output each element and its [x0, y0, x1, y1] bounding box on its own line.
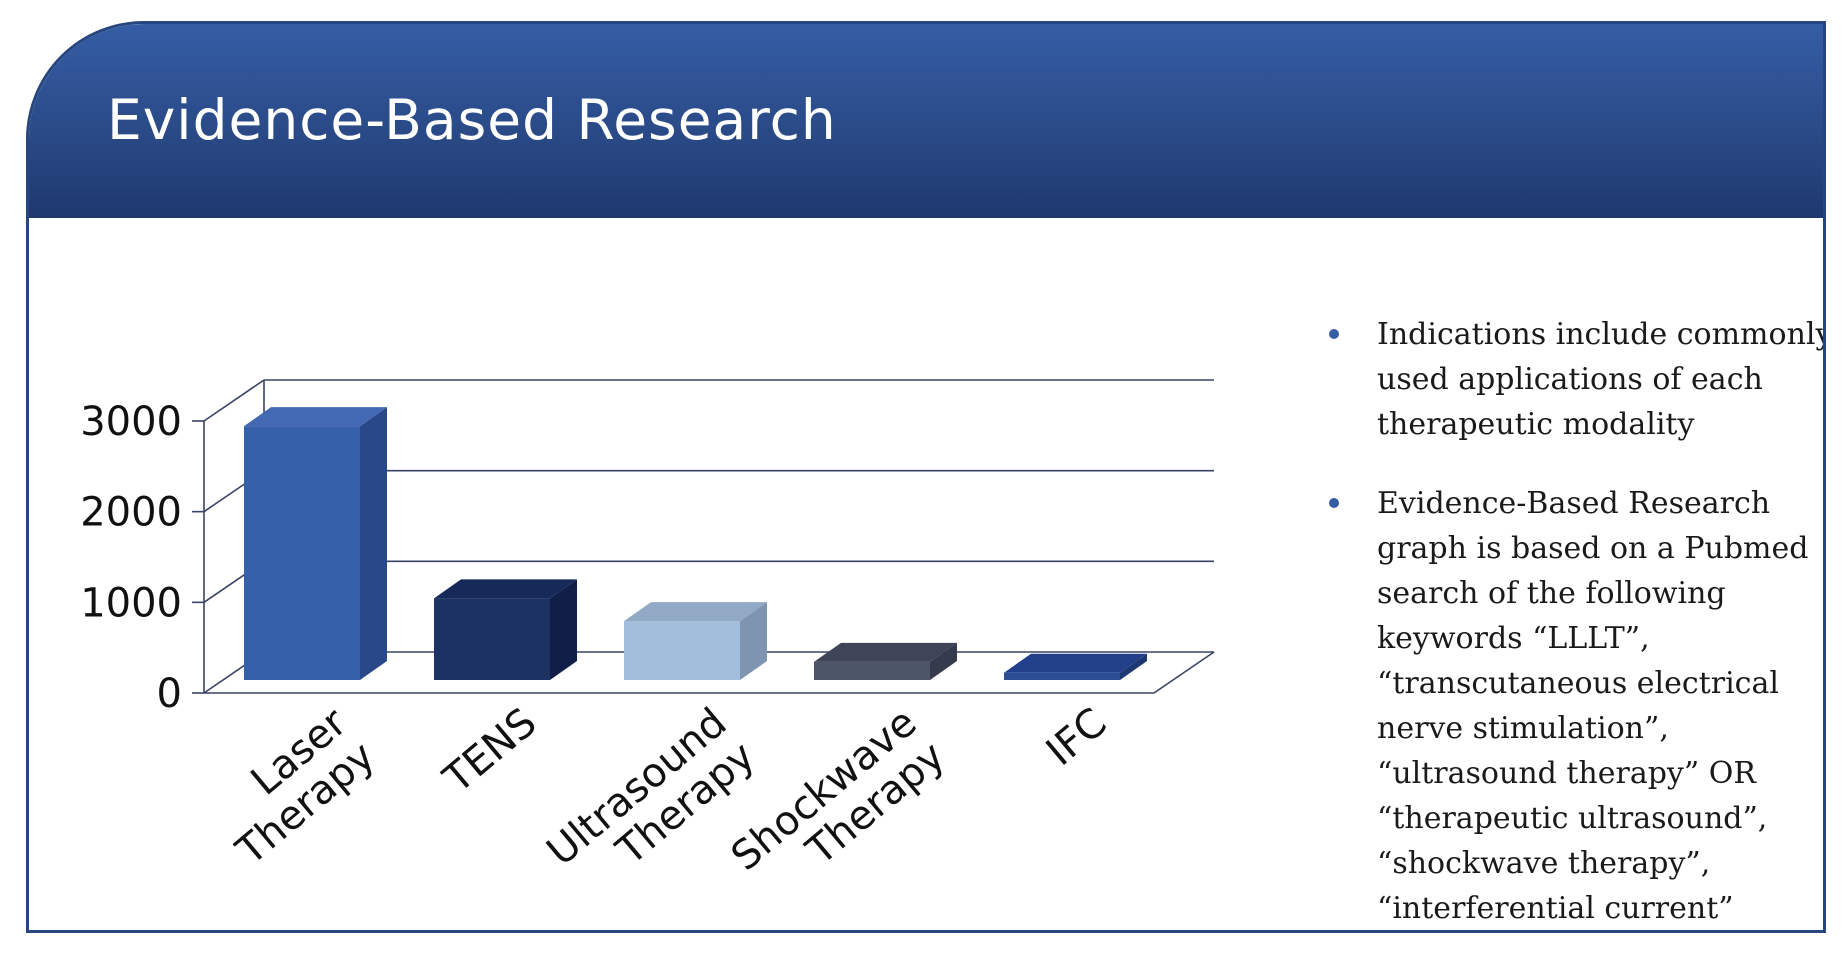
- x-tick-label: LaserTherapy: [199, 699, 384, 875]
- y-tick-label: 2000: [80, 490, 182, 536]
- note-item-indications: Indications include commonly used applic…: [1329, 312, 1826, 447]
- bar: [434, 598, 550, 680]
- bar-top: [434, 579, 577, 599]
- side-wall-gridline: [203, 379, 265, 422]
- bar: [1004, 672, 1120, 680]
- bullet-icon: [1329, 498, 1339, 508]
- x-tick-label: UltrasoundTherapy: [539, 699, 764, 908]
- floor-side-edge: [1153, 651, 1215, 694]
- note-item-search-keywords: Evidence-Based Research graph is based o…: [1329, 481, 1823, 930]
- bar-side: [360, 407, 387, 680]
- bar-top: [1004, 653, 1147, 673]
- bar: [814, 661, 930, 680]
- note-text-search-keywords: Evidence-Based Research graph is based o…: [1377, 486, 1809, 926]
- x-tick-label: IFC: [1038, 699, 1116, 775]
- bar-side: [930, 642, 957, 680]
- bar-top: [244, 407, 387, 427]
- panel-header: Evidence-Based Research: [29, 24, 1823, 218]
- bar-top: [814, 642, 957, 662]
- x-tick-label: TENS: [435, 699, 546, 802]
- bar-side: [550, 579, 577, 680]
- page-title: Evidence-Based Research: [107, 88, 837, 152]
- notes-list: Indications include commonly used applic…: [1329, 312, 1826, 930]
- bar-side: [1120, 653, 1147, 680]
- note-text-indications: Indications include commonly used applic…: [1377, 317, 1826, 442]
- y-tick-label: 3000: [80, 399, 182, 445]
- x-tick-label: ShockwaveTherapy: [723, 699, 954, 913]
- bullet-icon: [1329, 329, 1339, 339]
- bar-top: [624, 602, 767, 622]
- y-tick-label: 1000: [80, 580, 182, 626]
- bar: [244, 426, 360, 680]
- bar: [624, 621, 740, 680]
- y-tick-label: 0: [157, 671, 182, 717]
- bar-chart: 0 1000 2000 3000 LaserTherapy TENSUltrasoundT…: [80, 379, 1215, 913]
- x-tick-label-line: TENS: [435, 699, 546, 802]
- x-tick-label-line: IFC: [1038, 699, 1116, 775]
- evidence-panel: Evidence-Based Research 0 1000 2000 3000 Las…: [26, 21, 1826, 933]
- bar-side: [740, 602, 767, 680]
